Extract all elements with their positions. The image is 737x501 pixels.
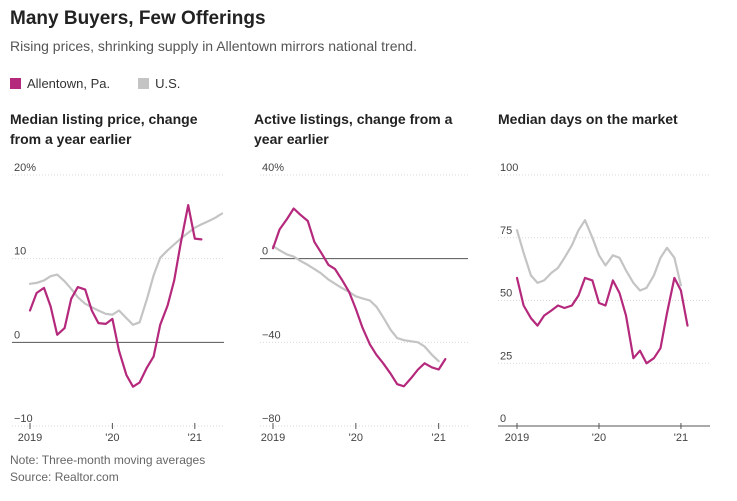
panel-3-xtick-label-3: '21 bbox=[674, 432, 688, 444]
panel-1-title-line-2: from a year earlier bbox=[10, 131, 132, 147]
panel-3-xtick-label-1: 2019 bbox=[505, 432, 529, 444]
panel-2-xtick-label-1: 2019 bbox=[261, 432, 285, 444]
legend-swatch-us bbox=[138, 78, 150, 89]
legend-item-allentown: Allentown, Pa. bbox=[10, 76, 110, 91]
panel-1-ytick-label-4: −10 bbox=[14, 413, 33, 425]
footer-note: Note: Three-month moving averages bbox=[10, 453, 206, 467]
panel-2-series-allentown-line bbox=[271, 207, 447, 388]
panel-3-ytick-label-3: 50 bbox=[500, 288, 512, 300]
panel-3-xtick-label-2: '20 bbox=[592, 432, 606, 444]
panel-1-ytick-label-1: 20% bbox=[14, 162, 36, 174]
panel-2-xtick-label-3: '21 bbox=[431, 432, 445, 444]
panel-3-ytick-label-1: 100 bbox=[500, 162, 518, 174]
panel-1-series-us-line bbox=[28, 212, 224, 326]
panel-1-title-line-1: Median listing price, change bbox=[10, 111, 198, 127]
panel-2-ytick-label-3: −40 bbox=[262, 329, 281, 341]
legend-label-us: U.S. bbox=[155, 76, 181, 91]
panel-1-ytick-label-2: 10 bbox=[14, 246, 26, 258]
panel-2-ytick-label-4: −80 bbox=[262, 413, 281, 425]
panel-2-ytick-label-1: 40% bbox=[262, 162, 284, 174]
legend-item-us: U.S. bbox=[138, 76, 180, 91]
panel-1-xtick-label-2: '20 bbox=[105, 432, 119, 444]
legend: Allentown, Pa. U.S. bbox=[10, 76, 208, 91]
legend-swatch-allentown bbox=[10, 78, 21, 89]
legend-label-allentown: Allentown, Pa. bbox=[27, 76, 111, 91]
panel-2-title-line-2: year earlier bbox=[254, 131, 329, 147]
chart-subtitle: Rising prices, shrinking supply in Allen… bbox=[10, 38, 417, 54]
panel-3-ytick-label-4: 25 bbox=[500, 350, 512, 362]
footer: Note: Three-month moving averages Source… bbox=[10, 452, 205, 486]
panel-2-ytick-label-2: 0 bbox=[262, 246, 268, 258]
panel-3-ytick-label-2: 75 bbox=[500, 225, 512, 237]
panel-2-series-us-line bbox=[271, 245, 440, 363]
panel-1-xtick-label-1: 2019 bbox=[18, 432, 42, 444]
panel-1-xtick-label-3: '21 bbox=[188, 432, 202, 444]
panel-2-xtick-label-2: '20 bbox=[349, 432, 363, 444]
panel-1-series-allentown-line bbox=[28, 204, 203, 388]
panel-3-ytick-label-5: 0 bbox=[500, 413, 506, 425]
panel-3-series-allentown-line bbox=[515, 276, 689, 365]
chart-title: Many Buyers, Few Offerings bbox=[10, 8, 266, 29]
panel-3-series-us-line bbox=[515, 219, 683, 292]
panel-1-ytick-label-3: 0 bbox=[14, 329, 20, 341]
panel-2-title-line-1: Active listings, change from a bbox=[254, 111, 453, 127]
footer-source: Source: Realtor.com bbox=[10, 470, 119, 484]
panel-3-title-line-1: Median days on the market bbox=[498, 111, 678, 127]
